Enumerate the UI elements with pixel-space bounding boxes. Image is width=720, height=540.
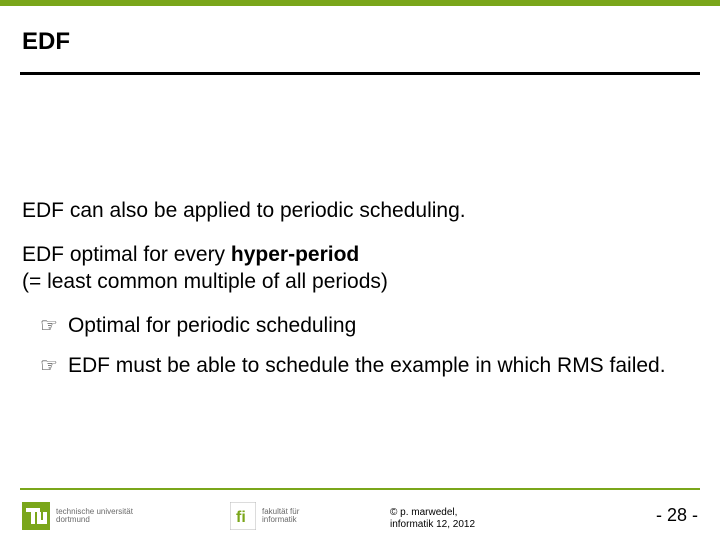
bullet-text: EDF must be able to schedule the example… bbox=[68, 353, 698, 379]
bullet-item: ☞ EDF must be able to schedule the examp… bbox=[40, 353, 698, 379]
tu-label-line2: dortmund bbox=[56, 516, 133, 524]
pointing-hand-icon: ☞ bbox=[40, 313, 58, 339]
paragraph-1: EDF can also be applied to periodic sche… bbox=[22, 198, 698, 224]
tu-logo-icon bbox=[22, 502, 50, 530]
fi-logo-icon: fi bbox=[230, 502, 256, 530]
footer-rule bbox=[20, 488, 700, 490]
fi-label-line2: informatik bbox=[262, 516, 299, 524]
title-underline bbox=[20, 72, 700, 75]
bullet-item: ☞ Optimal for periodic scheduling bbox=[40, 313, 698, 339]
slide-title: EDF bbox=[22, 28, 70, 56]
svg-text:fi: fi bbox=[236, 509, 246, 526]
p2-prefix: EDF optimal for every bbox=[22, 243, 231, 266]
pointing-hand-icon: ☞ bbox=[40, 353, 58, 379]
tu-logo-label: technische universität dortmund bbox=[56, 508, 133, 525]
paragraph-2: EDF optimal for every hyper-period (= le… bbox=[22, 242, 698, 295]
credit-line2: informatik 12, 2012 bbox=[390, 519, 475, 531]
credit-line1: © p. marwedel, bbox=[390, 507, 475, 519]
copyright-credit: © p. marwedel, informatik 12, 2012 bbox=[390, 507, 475, 530]
page-number: - 28 - bbox=[656, 505, 698, 526]
p2-line2: (= least common multiple of all periods) bbox=[22, 270, 388, 293]
slide: EDF EDF can also be applied to periodic … bbox=[0, 0, 720, 540]
p2-bold-term: hyper-period bbox=[231, 243, 359, 266]
fi-logo-label: fakultät für informatik bbox=[262, 508, 299, 525]
tu-logo: technische universität dortmund bbox=[22, 502, 133, 530]
fi-logo: fi fakultät für informatik bbox=[230, 502, 299, 530]
content-area: EDF can also be applied to periodic sche… bbox=[22, 198, 698, 393]
top-accent-bar bbox=[0, 0, 720, 6]
bullet-text: Optimal for periodic scheduling bbox=[68, 313, 698, 339]
